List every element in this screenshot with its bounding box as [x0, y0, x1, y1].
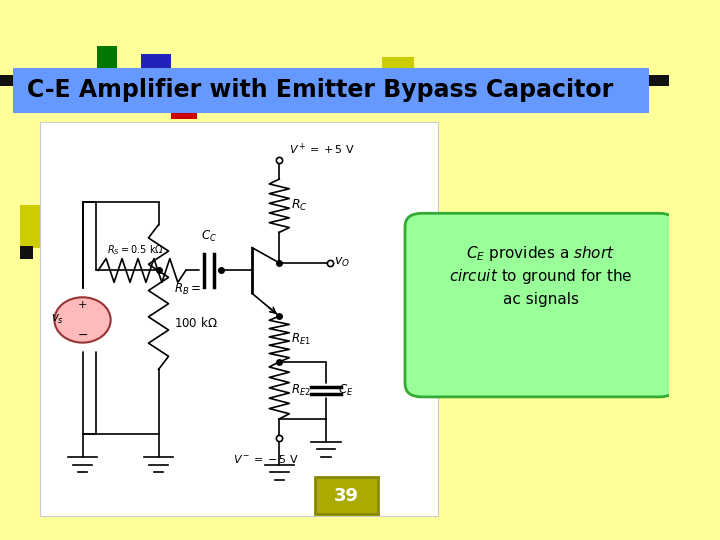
- FancyBboxPatch shape: [20, 205, 40, 248]
- Text: $v_s$: $v_s$: [51, 313, 65, 327]
- Text: $100\ \mathrm{k\Omega}$: $100\ \mathrm{k\Omega}$: [174, 316, 217, 330]
- Circle shape: [55, 297, 111, 343]
- FancyBboxPatch shape: [0, 75, 670, 86]
- Text: $V^- = -5$ V: $V^- = -5$ V: [233, 453, 298, 465]
- FancyBboxPatch shape: [382, 57, 414, 92]
- Text: $C_E$ provides a $\it{short}$: $C_E$ provides a $\it{short}$: [467, 244, 616, 264]
- Text: $R_{E2}$: $R_{E2}$: [292, 383, 311, 398]
- Text: $V^+ = +5$ V: $V^+ = +5$ V: [289, 142, 355, 157]
- Text: $R_S = 0.5\ \mathrm{k\Omega}$: $R_S = 0.5\ \mathrm{k\Omega}$: [107, 244, 163, 257]
- FancyBboxPatch shape: [629, 316, 656, 340]
- FancyBboxPatch shape: [315, 477, 378, 514]
- FancyBboxPatch shape: [14, 68, 649, 113]
- Text: $R_B =$: $R_B =$: [174, 282, 201, 297]
- FancyBboxPatch shape: [405, 213, 676, 397]
- Text: 39: 39: [333, 487, 359, 505]
- FancyBboxPatch shape: [140, 54, 171, 97]
- Text: $R_C$: $R_C$: [292, 198, 308, 213]
- Text: −: −: [77, 329, 88, 342]
- FancyBboxPatch shape: [20, 246, 33, 259]
- Text: $C_E$: $C_E$: [338, 383, 354, 398]
- Text: $R_{E1}$: $R_{E1}$: [292, 332, 311, 347]
- FancyBboxPatch shape: [412, 77, 432, 103]
- FancyBboxPatch shape: [97, 46, 117, 78]
- Text: C-E Amplifier with Emitter Bypass Capacitor: C-E Amplifier with Emitter Bypass Capaci…: [27, 78, 613, 102]
- FancyBboxPatch shape: [616, 286, 656, 319]
- Text: ac signals: ac signals: [503, 292, 579, 307]
- Text: $\it{circuit}$ to ground for the: $\it{circuit}$ to ground for the: [449, 267, 633, 286]
- Text: $v_O$: $v_O$: [334, 256, 350, 269]
- FancyBboxPatch shape: [40, 122, 438, 516]
- FancyBboxPatch shape: [171, 89, 197, 119]
- Text: +: +: [78, 300, 87, 310]
- Text: $C_C$: $C_C$: [201, 229, 217, 244]
